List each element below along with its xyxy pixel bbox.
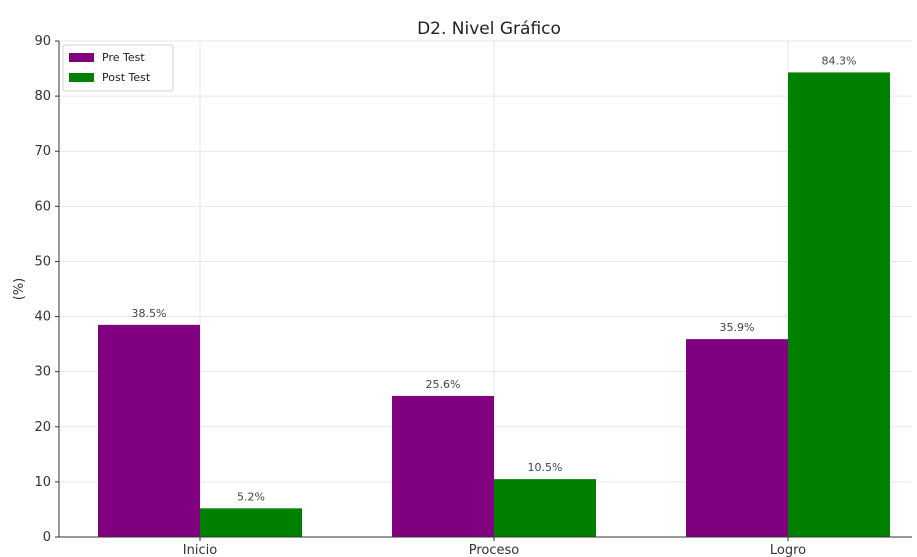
bars: 38.5% 25.6% 35.9% 5.2% 10.5% 84.3% xyxy=(98,54,890,537)
bar-post-test-logro xyxy=(788,72,890,537)
x-tick-label: Logro xyxy=(770,543,806,557)
bar-post-test-inicio xyxy=(200,508,302,537)
y-tick-label: 50 xyxy=(34,254,51,269)
y-axis-label: (%) xyxy=(12,278,27,301)
legend-swatch xyxy=(69,73,94,82)
x-tick-label: Proceso xyxy=(469,543,520,557)
x-tick-label: Inicio xyxy=(183,543,217,557)
chart-title: D2. Nivel Gráfico xyxy=(417,19,561,39)
bar-pre-test-logro xyxy=(686,339,788,537)
data-label: 5.2% xyxy=(237,490,265,503)
y-tick-label: 60 xyxy=(34,199,51,214)
y-tick-label: 40 xyxy=(34,310,51,325)
bar-pre-test-proceso xyxy=(392,395,494,537)
data-label: 38.5% xyxy=(132,307,167,320)
y-tick-label: 90 xyxy=(34,34,51,49)
y-tick-label: 20 xyxy=(34,420,51,435)
y-tick-label: 70 xyxy=(34,144,51,159)
axes: 0 10 20 30 40 50 60 70 80 90 Inicio Proceso Logro xyxy=(34,34,912,557)
y-tick-label: 0 xyxy=(43,530,51,545)
bar-pre-test-inicio xyxy=(98,324,200,537)
data-label: 84.3% xyxy=(822,54,857,67)
data-label: 10.5% xyxy=(528,461,563,474)
legend: Pre Test Post Test xyxy=(62,44,174,92)
data-label: 35.9% xyxy=(720,321,755,334)
y-tick-label: 80 xyxy=(34,89,51,104)
legend-swatch xyxy=(69,53,94,62)
legend-label: Pre Test xyxy=(102,51,145,64)
bar-post-test-proceso xyxy=(494,479,596,537)
legend-label: Post Test xyxy=(102,71,151,84)
data-label: 25.6% xyxy=(426,378,461,391)
y-tick-label: 10 xyxy=(34,475,51,490)
y-tick-label: 30 xyxy=(34,365,51,380)
